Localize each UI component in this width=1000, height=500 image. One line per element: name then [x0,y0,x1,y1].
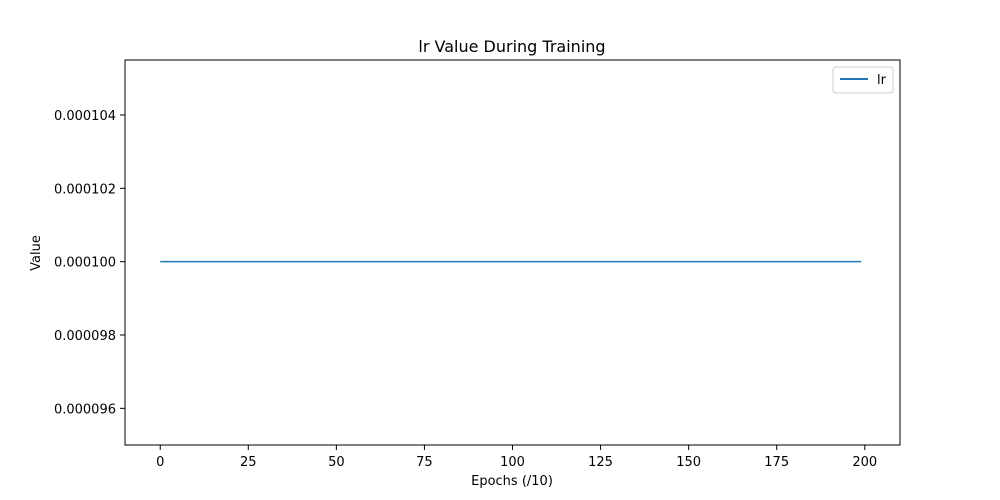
x-tick-label: 0 [156,455,164,470]
y-tick-label: 0.000096 [54,402,116,417]
chart-title: lr Value During Training [418,37,605,56]
legend-label-lr: lr [877,73,887,88]
x-tick-label: 50 [328,455,345,470]
y-tick-label: 0.000104 [54,109,116,124]
x-tick-label: 25 [240,455,257,470]
x-tick-label: 200 [852,455,877,470]
legend: lr [832,66,894,94]
y-axis: 0.000096 0.000098 0.000100 0.000102 0.000104 [54,109,125,417]
x-tick-label: 150 [676,455,701,470]
x-tick-label: 175 [764,455,789,470]
x-tick-label: 125 [588,455,613,470]
x-axis: 0 25 50 75 100 125 150 175 200 [156,445,877,470]
y-tick-label: 0.000100 [54,256,116,271]
x-tick-label: 100 [500,455,525,470]
y-tick-label: 0.000098 [54,329,116,344]
y-tick-label: 0.000102 [54,182,116,197]
y-axis-label: Value [29,235,44,271]
plot-area [125,60,900,445]
x-axis-label: Epochs (/10) [471,474,553,489]
x-tick-label: 75 [416,455,433,470]
